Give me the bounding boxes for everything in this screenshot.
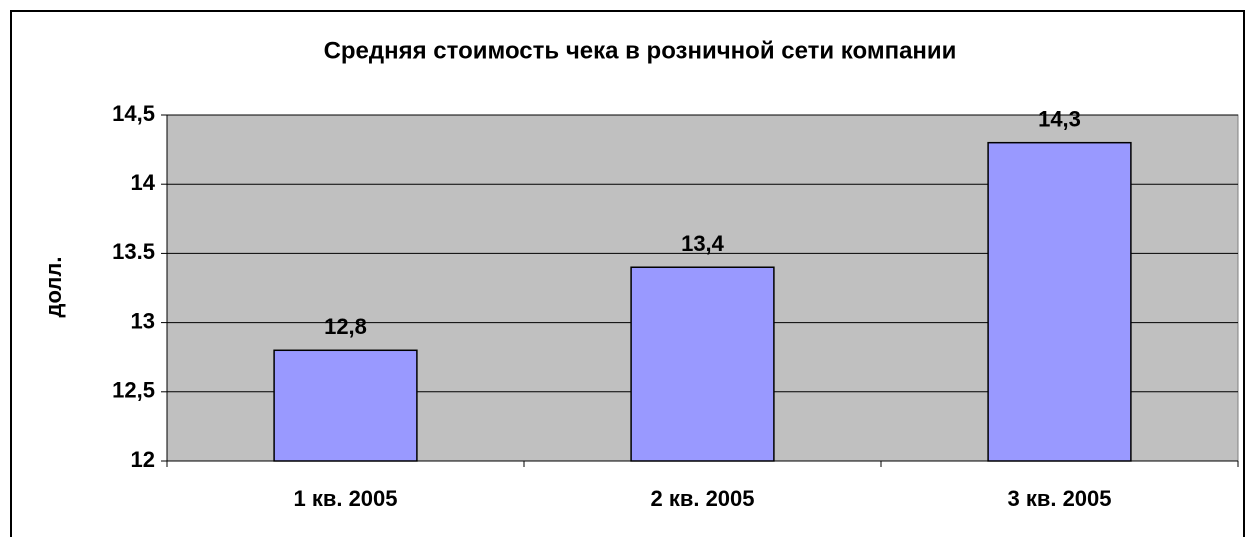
y-tick-label: 12 xyxy=(131,447,155,472)
y-tick-label: 14,5 xyxy=(112,101,155,126)
x-tick-label: 3 кв. 2005 xyxy=(1007,486,1111,511)
bar xyxy=(630,266,775,462)
data-label: 14,3 xyxy=(1038,106,1081,131)
x-tick-label: 1 кв. 2005 xyxy=(293,486,397,511)
y-tick-label: 12,5 xyxy=(112,378,155,403)
bar xyxy=(987,141,1132,462)
y-tick-label: 13.5 xyxy=(112,239,155,264)
data-label: 12,8 xyxy=(324,314,367,339)
y-tick-label: 13 xyxy=(131,308,155,333)
bar xyxy=(273,349,418,462)
x-tick-label: 2 кв. 2005 xyxy=(650,486,754,511)
y-axis-label: долл. xyxy=(41,257,66,318)
data-label: 13,4 xyxy=(681,231,725,256)
chart-title: Средняя стоимость чека в розничной сети … xyxy=(324,37,957,64)
y-tick-label: 14 xyxy=(131,170,156,195)
